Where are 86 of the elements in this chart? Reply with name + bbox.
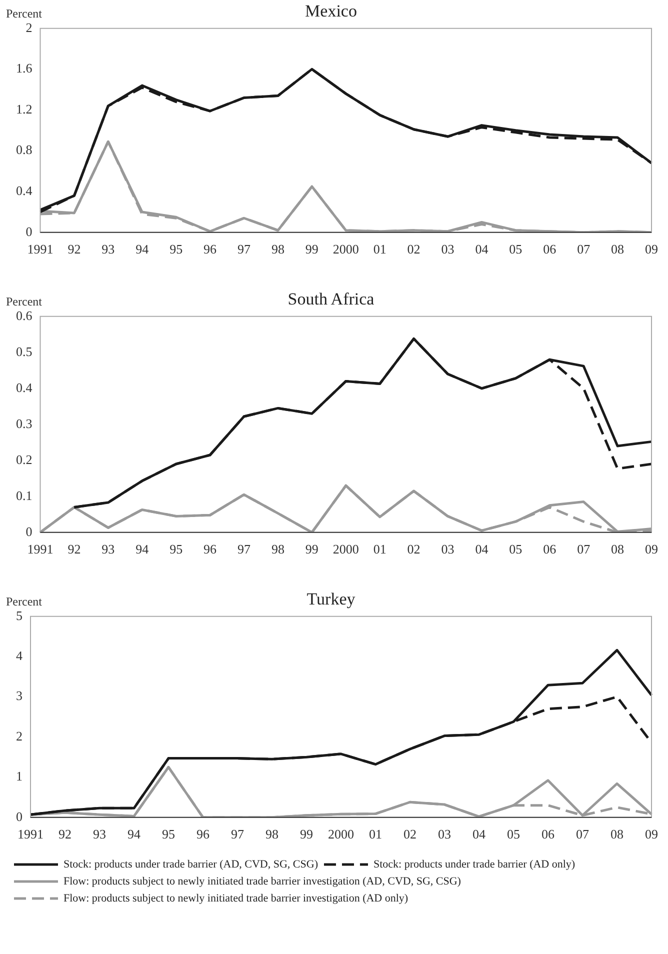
chart-title: South Africa	[288, 290, 375, 309]
x-tick-label: 01	[373, 542, 386, 557]
x-tick-label: 05	[509, 242, 522, 257]
x-tick-label: 97	[231, 826, 244, 842]
x-tick-label: 06	[543, 242, 557, 257]
x-tick-label: 03	[441, 542, 454, 557]
x-tick-label: 1991	[27, 542, 54, 557]
x-tick-label: 93	[102, 242, 115, 257]
x-tick-label: 05	[509, 542, 522, 557]
x-tick-label: 05	[507, 826, 520, 842]
x-tick-label: 03	[441, 242, 454, 257]
x-tick-label: 02	[407, 542, 420, 557]
y-axis-title: Percent	[6, 294, 43, 309]
x-tick-label: 07	[577, 542, 591, 557]
legend-label: Stock: products under trade barrier (AD, CVD, SG, CSG)	[64, 858, 318, 870]
x-tick-label: 95	[162, 826, 175, 842]
y-tick-label: 0	[26, 524, 32, 539]
x-tick-label: 95	[170, 542, 183, 557]
y-tick-label: 0.3	[16, 416, 32, 431]
x-tick-label: 2000	[332, 542, 359, 557]
y-tick-label: 1.2	[16, 101, 32, 116]
x-tick-label: 08	[611, 242, 624, 257]
x-tick-label: 97	[238, 242, 251, 257]
y-tick-label: 1.6	[16, 60, 33, 76]
x-tick-label: 07	[577, 242, 591, 257]
y-tick-label: 3	[16, 688, 22, 704]
x-tick-label: 02	[404, 826, 416, 842]
x-tick-label: 99	[305, 242, 318, 257]
y-tick-label: 0.1	[16, 488, 32, 503]
y-tick-label: 0.4	[16, 183, 33, 198]
x-tick-label: 92	[58, 826, 72, 842]
x-tick-label: 98	[271, 542, 284, 557]
x-tick-label: 03	[438, 826, 451, 842]
x-tick-label: 92	[68, 242, 81, 257]
x-tick-label: 96	[204, 542, 218, 557]
y-tick-label: 0.6	[16, 308, 33, 323]
x-tick-label: 04	[472, 826, 486, 842]
x-tick-label: 09	[645, 826, 658, 842]
x-tick-label: 1991	[27, 242, 54, 257]
x-tick-label: 92	[68, 542, 81, 557]
y-tick-label: 5	[16, 608, 22, 623]
y-tick-label: 4	[16, 648, 23, 664]
x-tick-label: 93	[102, 542, 115, 557]
legend-label: Flow: products subject to newly initiated trade barrier investigation (AD only)	[64, 892, 408, 904]
x-tick-label: 96	[204, 242, 218, 257]
y-tick-label: 1	[16, 768, 22, 784]
x-tick-label: 99	[305, 542, 318, 557]
x-tick-label: 04	[475, 542, 489, 557]
y-tick-label: 0	[26, 224, 32, 239]
y-tick-label: 0.2	[16, 452, 32, 467]
x-tick-label: 94	[136, 542, 150, 557]
x-tick-label: 09	[645, 242, 658, 257]
y-axis-title: Percent	[6, 6, 43, 21]
x-tick-label: 04	[475, 242, 489, 257]
x-tick-label: 07	[576, 826, 590, 842]
x-tick-label: 2000	[332, 242, 359, 257]
x-tick-label: 96	[196, 826, 210, 842]
x-tick-label: 94	[136, 242, 150, 257]
legend-label: Flow: products subject to newly initiated trade barrier investigation (AD, CVD, SG, CSG)	[64, 875, 462, 888]
x-tick-label: 98	[271, 242, 284, 257]
x-tick-label: 06	[542, 826, 555, 842]
x-tick-label: 09	[645, 542, 658, 557]
chart-title: Mexico	[305, 2, 357, 21]
chart-title: Turkey	[306, 590, 356, 609]
x-tick-label: 08	[610, 826, 624, 842]
x-tick-label: 01	[369, 826, 382, 842]
x-tick-label: 02	[407, 242, 420, 257]
x-tick-label: 2000	[328, 826, 354, 842]
x-tick-label: 94	[128, 826, 141, 842]
y-tick-label: 0.8	[16, 142, 32, 158]
x-tick-label: 01	[373, 242, 386, 257]
y-tick-label: 0.5	[16, 344, 32, 359]
y-tick-label: 0	[16, 808, 22, 824]
x-tick-label: 93	[93, 826, 106, 842]
x-tick-label: 98	[266, 826, 278, 842]
x-tick-label: 95	[170, 242, 183, 257]
x-tick-label: 97	[238, 542, 251, 557]
y-tick-label: 0.4	[16, 380, 33, 395]
x-tick-label: 1991	[18, 826, 44, 842]
legend-label: Stock: products under trade barrier (AD only)	[373, 858, 576, 870]
x-tick-label: 08	[611, 542, 624, 557]
y-tick-label: 2	[16, 728, 22, 744]
x-tick-label: 06	[543, 542, 557, 557]
x-tick-label: 99	[300, 826, 313, 842]
y-axis-title: Percent	[6, 594, 43, 609]
y-tick-label: 2	[26, 20, 32, 35]
